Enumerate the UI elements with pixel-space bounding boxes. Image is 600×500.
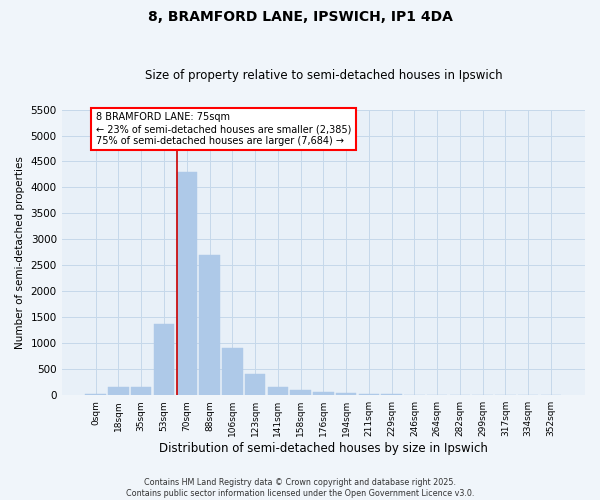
Bar — [404, 394, 425, 395]
Bar — [290, 390, 311, 395]
Text: 8 BRAMFORD LANE: 75sqm
← 23% of semi-detached houses are smaller (2,385)
75% of : 8 BRAMFORD LANE: 75sqm ← 23% of semi-det… — [95, 112, 351, 146]
Bar — [176, 172, 197, 395]
Bar — [382, 394, 402, 395]
Bar — [222, 348, 242, 395]
Bar — [313, 392, 334, 395]
Bar — [336, 392, 356, 395]
Bar — [154, 324, 174, 395]
Y-axis label: Number of semi-detached properties: Number of semi-detached properties — [15, 156, 25, 349]
Bar — [359, 394, 379, 395]
Bar — [131, 387, 151, 395]
Text: Contains HM Land Registry data © Crown copyright and database right 2025.
Contai: Contains HM Land Registry data © Crown c… — [126, 478, 474, 498]
Text: 8, BRAMFORD LANE, IPSWICH, IP1 4DA: 8, BRAMFORD LANE, IPSWICH, IP1 4DA — [148, 10, 452, 24]
Bar — [268, 387, 288, 395]
Bar — [245, 374, 265, 395]
Bar — [108, 388, 129, 395]
Bar — [85, 394, 106, 395]
Bar — [199, 255, 220, 395]
Title: Size of property relative to semi-detached houses in Ipswich: Size of property relative to semi-detach… — [145, 69, 502, 82]
X-axis label: Distribution of semi-detached houses by size in Ipswich: Distribution of semi-detached houses by … — [159, 442, 488, 455]
